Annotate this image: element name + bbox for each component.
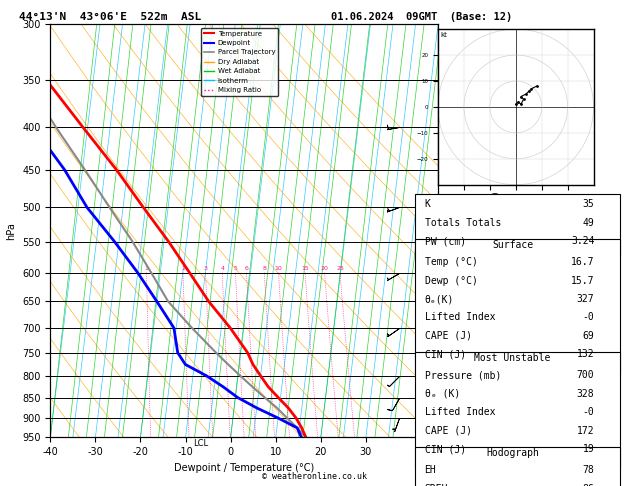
Text: LCL: LCL (193, 439, 208, 448)
Text: kt: kt (440, 32, 447, 38)
Text: 86: 86 (582, 484, 594, 486)
Text: CAPE (J): CAPE (J) (425, 331, 472, 341)
Text: 6: 6 (245, 266, 248, 271)
Text: θₑ(K): θₑ(K) (425, 294, 454, 304)
Text: 10: 10 (275, 266, 282, 271)
Text: 25: 25 (336, 266, 344, 271)
Text: 49: 49 (582, 218, 594, 228)
Text: Hodograph: Hodograph (486, 448, 539, 458)
Text: 172: 172 (577, 426, 594, 436)
Text: 1: 1 (145, 266, 148, 271)
Text: 700: 700 (577, 370, 594, 381)
Text: Totals Totals: Totals Totals (425, 218, 501, 228)
Text: CIN (J): CIN (J) (425, 444, 465, 454)
Text: CIN (J): CIN (J) (425, 349, 465, 360)
Text: 35: 35 (582, 199, 594, 209)
Text: -0: -0 (582, 312, 594, 323)
Text: K: K (425, 199, 430, 209)
Text: 5: 5 (233, 266, 237, 271)
Text: PW (cm): PW (cm) (425, 236, 465, 246)
Text: Lifted Index: Lifted Index (425, 407, 495, 417)
Text: 132: 132 (577, 349, 594, 360)
Text: 16.7: 16.7 (571, 257, 594, 267)
Text: 15: 15 (301, 266, 309, 271)
Text: 3: 3 (204, 266, 208, 271)
Text: Lifted Index: Lifted Index (425, 312, 495, 323)
Text: 78: 78 (582, 465, 594, 475)
Text: 3.24: 3.24 (571, 236, 594, 246)
Text: Surface: Surface (492, 240, 533, 250)
Text: Pressure (mb): Pressure (mb) (425, 370, 501, 381)
Text: 328: 328 (577, 389, 594, 399)
Text: 15.7: 15.7 (571, 276, 594, 286)
Text: 19: 19 (582, 444, 594, 454)
Text: Temp (°C): Temp (°C) (425, 257, 477, 267)
Text: 69: 69 (582, 331, 594, 341)
Text: -0: -0 (582, 407, 594, 417)
Text: 20: 20 (321, 266, 328, 271)
Text: EH: EH (425, 465, 437, 475)
X-axis label: Dewpoint / Temperature (°C): Dewpoint / Temperature (°C) (174, 463, 314, 473)
Y-axis label: hPa: hPa (6, 222, 16, 240)
Text: Dewp (°C): Dewp (°C) (425, 276, 477, 286)
Text: 44°13'N  43°06'E  522m  ASL: 44°13'N 43°06'E 522m ASL (19, 12, 201, 22)
Text: Mixing Ratio (g/kg): Mixing Ratio (g/kg) (465, 194, 474, 267)
Text: 4: 4 (220, 266, 224, 271)
Text: 2: 2 (181, 266, 185, 271)
Legend: Temperature, Dewpoint, Parcel Trajectory, Dry Adiabat, Wet Adiabat, Isotherm, Mi: Temperature, Dewpoint, Parcel Trajectory… (201, 28, 278, 96)
Text: Mixing Ratio (g/kg): Mixing Ratio (g/kg) (492, 191, 501, 271)
Y-axis label: km
ASL: km ASL (466, 231, 482, 250)
Text: CAPE (J): CAPE (J) (425, 426, 472, 436)
Text: 327: 327 (577, 294, 594, 304)
Text: Most Unstable: Most Unstable (474, 353, 551, 364)
Text: 8: 8 (262, 266, 266, 271)
Text: θₑ (K): θₑ (K) (425, 389, 460, 399)
Text: © weatheronline.co.uk: © weatheronline.co.uk (262, 472, 367, 481)
Text: SREH: SREH (425, 484, 448, 486)
Text: 01.06.2024  09GMT  (Base: 12): 01.06.2024 09GMT (Base: 12) (331, 12, 512, 22)
